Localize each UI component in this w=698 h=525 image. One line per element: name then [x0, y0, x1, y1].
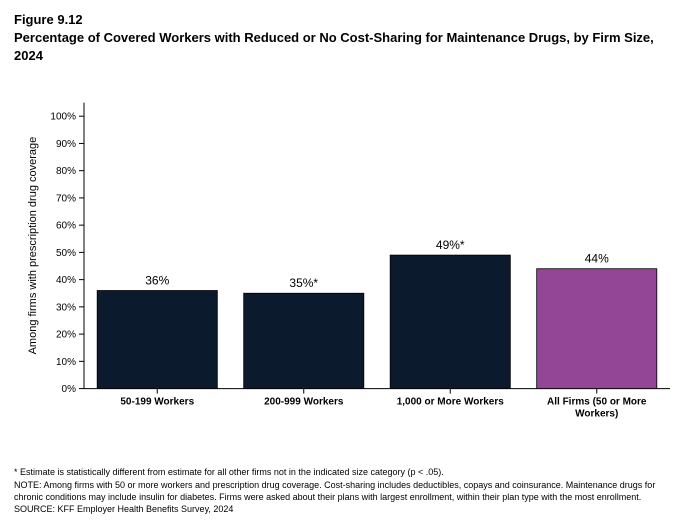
figure-container: Figure 9.12 Percentage of Covered Worker… [0, 0, 698, 525]
svg-text:36%: 36% [145, 274, 169, 288]
bar [244, 293, 364, 388]
svg-text:35%*: 35%* [289, 276, 318, 290]
bar [537, 269, 657, 389]
svg-text:30%: 30% [56, 302, 76, 313]
figure-number: Figure 9.12 [14, 12, 684, 27]
svg-text:0%: 0% [62, 384, 77, 395]
svg-text:90%: 90% [56, 139, 76, 150]
svg-text:Among firms with prescription: Among firms with prescription drug cover… [27, 137, 39, 355]
svg-text:80%: 80% [56, 166, 76, 177]
footnote-note: NOTE: Among firms with 50 or more worker… [14, 480, 684, 503]
svg-text:200-999 Workers: 200-999 Workers [264, 397, 344, 408]
svg-text:50%: 50% [56, 248, 76, 259]
footnote-significance: * Estimate is statistically different fr… [14, 467, 684, 479]
footnote-source: SOURCE: KFF Employer Health Benefits Sur… [14, 504, 684, 516]
svg-text:40%: 40% [56, 275, 76, 286]
svg-text:1,000 or More Workers: 1,000 or More Workers [397, 397, 505, 408]
svg-text:60%: 60% [56, 221, 76, 232]
svg-text:20%: 20% [56, 330, 76, 341]
bar [97, 291, 217, 389]
bar [390, 255, 510, 388]
svg-text:10%: 10% [56, 357, 76, 368]
svg-text:70%: 70% [56, 194, 76, 205]
footnotes: * Estimate is statistically different fr… [14, 467, 684, 517]
svg-text:49%*: 49%* [436, 238, 465, 252]
svg-text:Workers): Workers) [575, 409, 618, 420]
svg-text:100%: 100% [50, 112, 76, 123]
figure-title: Percentage of Covered Workers with Reduc… [14, 29, 684, 64]
bar-chart: 0% 10% 20% 30% 40% 50% 60% 70% 80% 90% 100% Among f… [14, 70, 684, 463]
svg-text:44%: 44% [585, 252, 609, 266]
svg-text:50-199 Workers: 50-199 Workers [120, 397, 194, 408]
svg-text:All Firms (50 or More: All Firms (50 or More [547, 397, 647, 408]
